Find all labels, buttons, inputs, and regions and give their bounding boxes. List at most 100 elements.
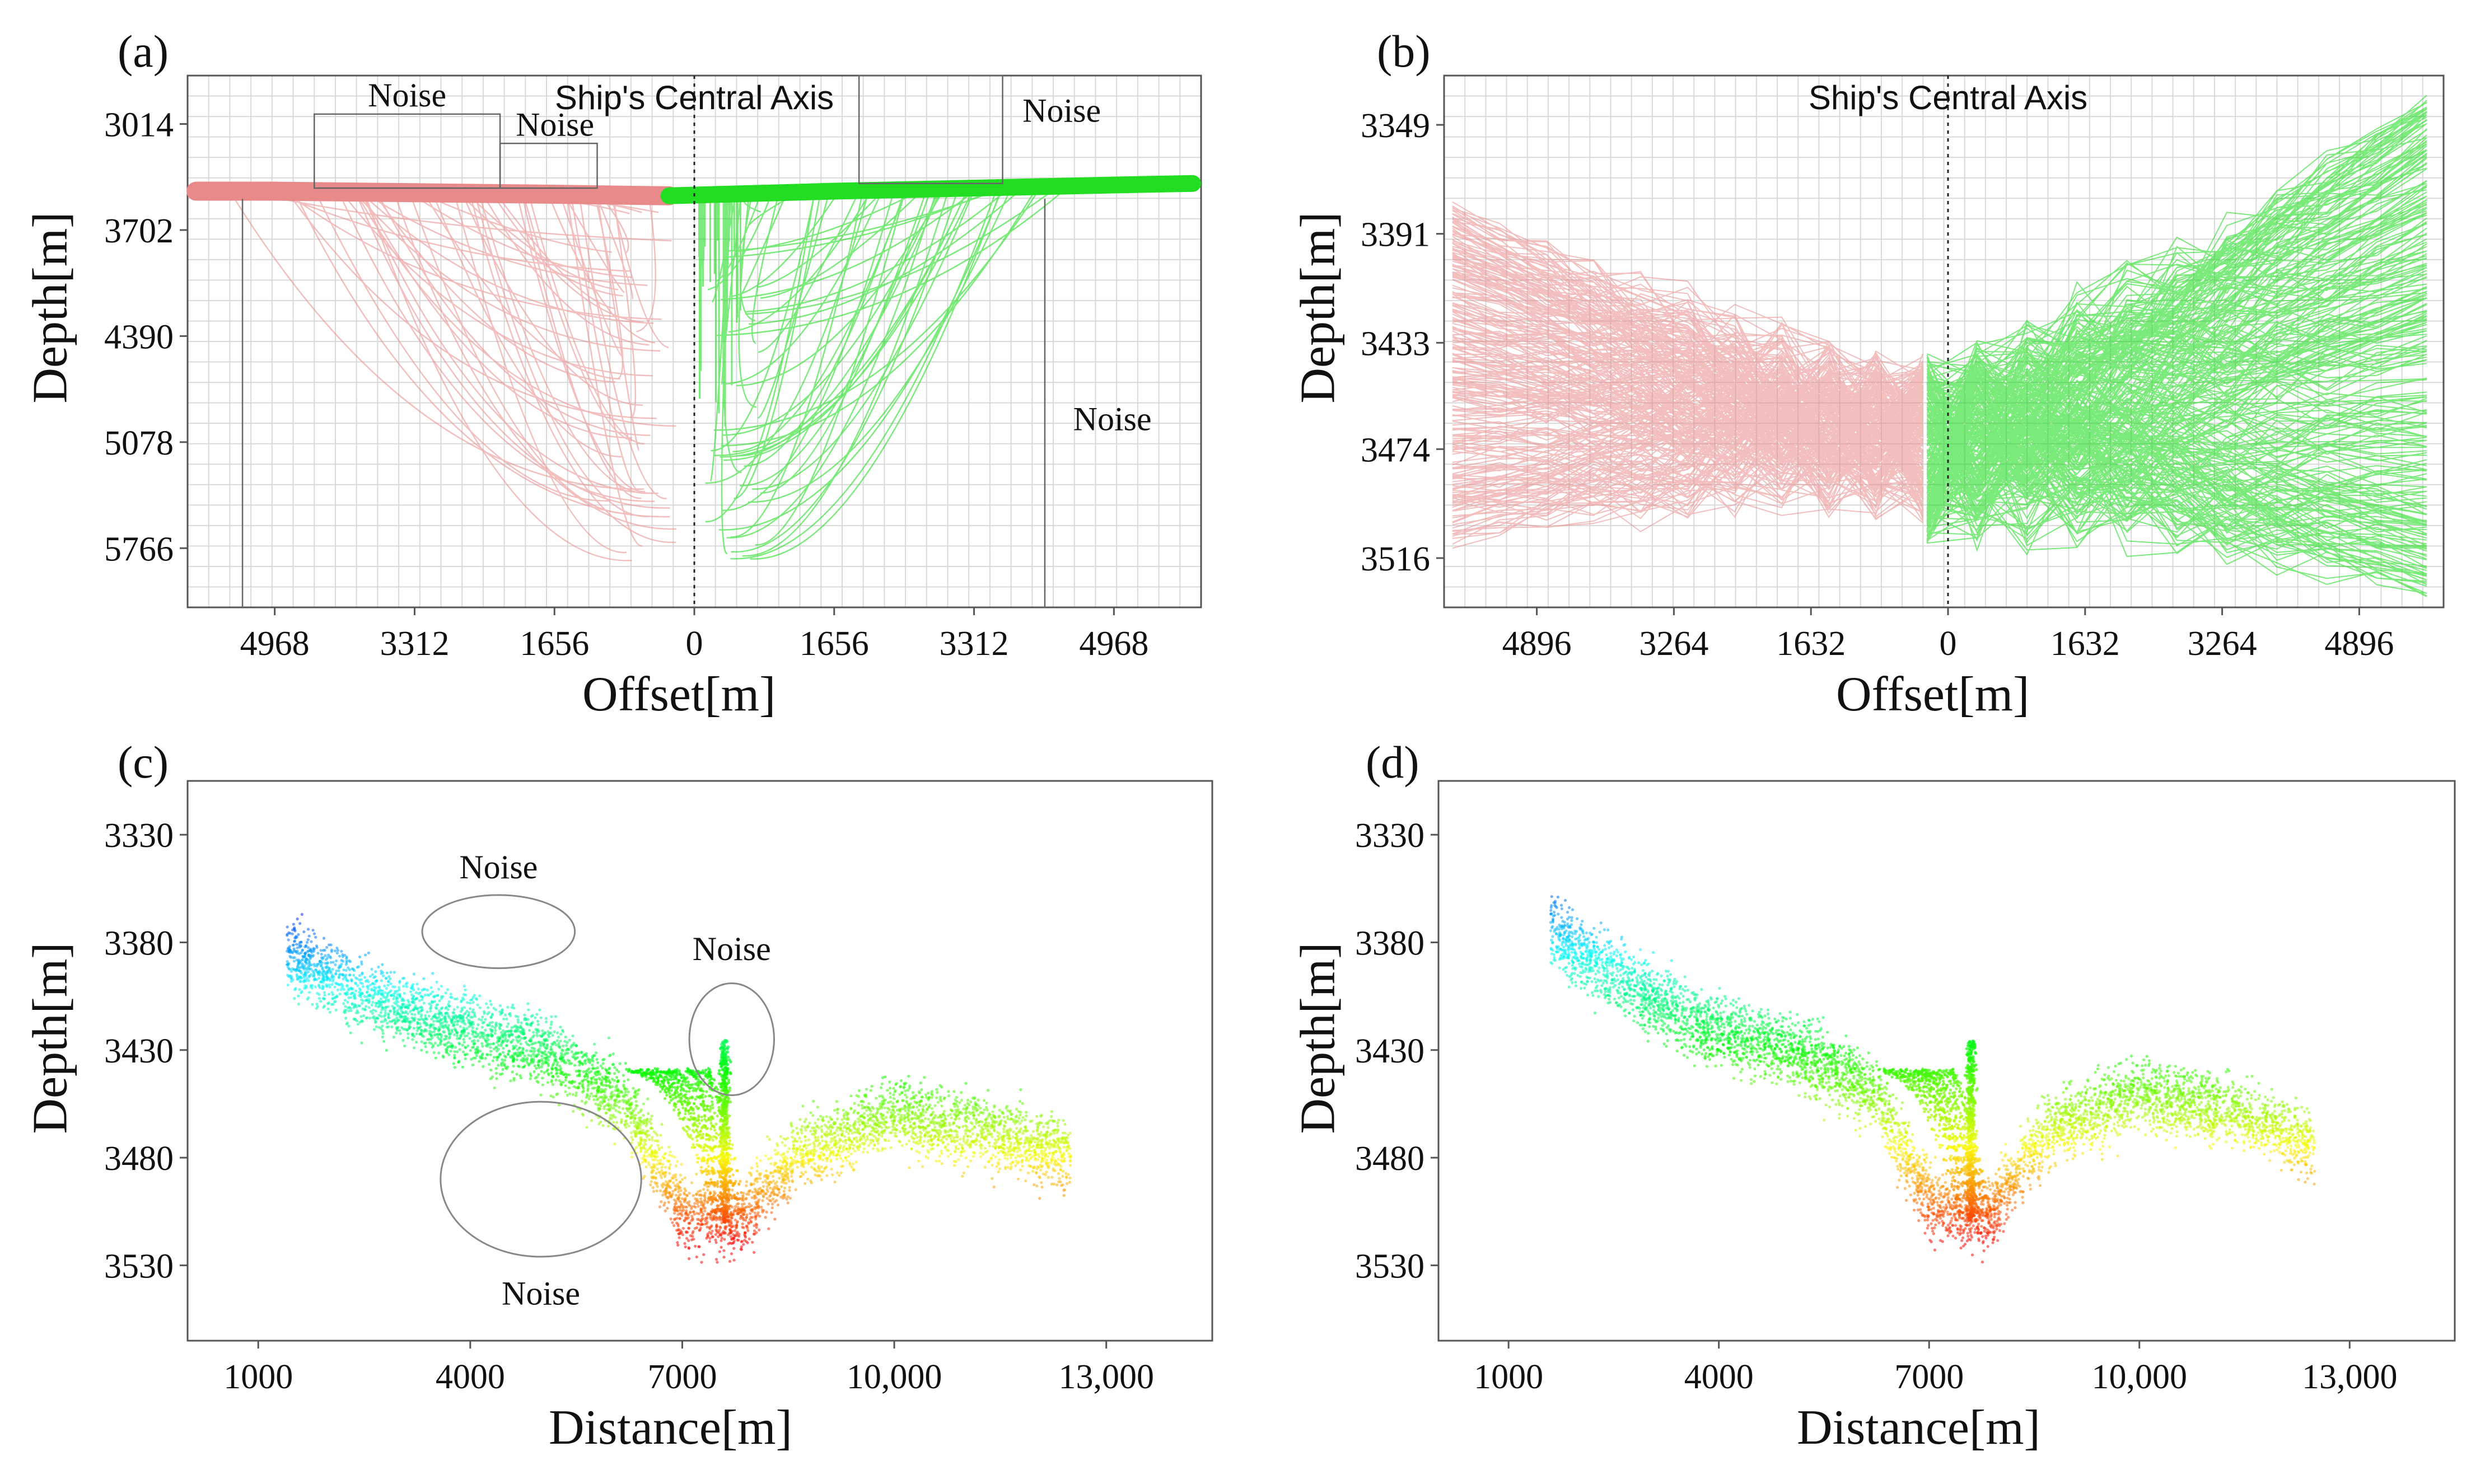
- sounding-point: [832, 1153, 835, 1157]
- sounding-point: [671, 1181, 675, 1185]
- sounding-point: [380, 972, 383, 975]
- sounding-point: [618, 1106, 621, 1109]
- sounding-point: [380, 979, 383, 982]
- y-tick-label: 3480: [104, 1140, 174, 1178]
- sounding-point: [389, 971, 393, 974]
- sounding-point: [519, 1042, 522, 1046]
- sounding-point: [1011, 1135, 1015, 1139]
- sounding-point: [779, 1135, 782, 1138]
- sounding-point: [421, 1008, 424, 1012]
- sounding-point: [742, 1191, 745, 1195]
- sounding-point: [1014, 1156, 1017, 1159]
- swath-trace: [594, 194, 624, 380]
- sounding-point: [509, 1079, 512, 1083]
- sounding-point: [344, 968, 348, 972]
- sounding-point: [474, 1032, 478, 1035]
- sounding-point: [778, 1191, 781, 1194]
- sounding-point: [555, 1063, 559, 1066]
- sounding-point: [697, 1212, 701, 1215]
- sounding-point: [836, 1107, 840, 1111]
- sounding-point: [627, 1124, 630, 1128]
- sounding-point: [644, 1165, 648, 1169]
- sounding-point: [518, 1039, 521, 1042]
- sounding-point: [595, 1098, 599, 1102]
- swath-trace: [1926, 419, 2427, 497]
- sounding-point: [362, 1014, 366, 1018]
- x-tick-label: 1000: [223, 1358, 293, 1396]
- sounding-point: [977, 1098, 980, 1102]
- sounding-point: [970, 1122, 974, 1125]
- sounding-point: [482, 1010, 486, 1013]
- sounding-point: [972, 1117, 975, 1120]
- swath-trace: [1452, 336, 1923, 494]
- sounding-point: [764, 1216, 767, 1219]
- swath-trace: [750, 186, 1003, 560]
- sounding-point: [347, 1009, 351, 1013]
- sounding-point: [659, 1159, 662, 1162]
- sounding-point: [809, 1130, 812, 1133]
- sounding-point: [983, 1165, 987, 1169]
- sounding-point: [410, 1033, 414, 1037]
- sounding-point: [581, 1112, 584, 1116]
- sounding-point: [755, 1226, 758, 1229]
- sounding-point: [384, 1018, 387, 1021]
- sounding-point: [578, 1064, 581, 1067]
- swath-trace: [721, 186, 980, 301]
- sounding-point: [442, 1038, 446, 1041]
- sounding-point: [316, 952, 320, 955]
- sounding-point: [543, 1071, 546, 1074]
- sounding-point: [988, 1144, 991, 1148]
- sounding-point: [433, 1041, 437, 1045]
- sounding-point: [965, 1107, 969, 1110]
- sounding-point: [796, 1131, 800, 1135]
- sounding-point: [1059, 1184, 1063, 1187]
- swath-trace: [1926, 180, 2427, 513]
- sounding-point: [922, 1140, 926, 1143]
- sounding-point: [922, 1129, 926, 1132]
- sounding-point: [980, 1135, 984, 1138]
- swath-trace: [722, 186, 896, 511]
- sounding-point: [482, 1065, 485, 1068]
- sounding-point: [1010, 1113, 1013, 1116]
- sounding-point: [917, 1159, 921, 1163]
- sounding-point: [459, 1000, 463, 1004]
- sounding-point: [855, 1128, 858, 1131]
- sounding-point: [1061, 1131, 1065, 1135]
- sounding-point: [1064, 1172, 1068, 1175]
- sounding-point: [376, 990, 380, 993]
- sounding-point: [782, 1178, 785, 1181]
- sounding-point: [328, 979, 331, 982]
- sounding-point: [1062, 1157, 1066, 1160]
- sounding-point: [872, 1147, 875, 1150]
- sounding-point: [857, 1117, 860, 1121]
- sounding-point: [679, 1173, 682, 1177]
- sounding-point: [611, 1078, 614, 1081]
- sounding-point: [415, 982, 419, 986]
- sounding-point: [613, 1071, 616, 1075]
- sounding-point: [352, 969, 356, 972]
- sounding-point: [311, 929, 315, 932]
- sounding-point: [609, 1054, 612, 1057]
- sounding-point: [960, 1090, 963, 1094]
- sounding-point: [930, 1096, 933, 1099]
- sounding-point: [991, 1177, 994, 1180]
- sounding-point: [371, 1000, 375, 1004]
- sounding-point: [298, 922, 302, 925]
- swath-trace: [1926, 404, 2427, 525]
- sounding-point: [978, 1140, 982, 1143]
- sounding-point: [805, 1146, 808, 1150]
- sounding-point: [646, 1148, 650, 1151]
- sounding-point: [987, 1141, 991, 1145]
- sounding-point: [622, 1085, 625, 1089]
- sounding-point: [488, 1021, 492, 1024]
- noise-box-1: [314, 113, 501, 189]
- sounding-point: [882, 1117, 886, 1121]
- sounding-point: [330, 1003, 333, 1006]
- sounding-point: [1021, 1164, 1024, 1168]
- sounding-point: [918, 1104, 922, 1107]
- swath-trace: [736, 186, 946, 387]
- sounding-point: [720, 1239, 723, 1242]
- sounding-point: [597, 1076, 601, 1080]
- sounding-point: [480, 1026, 484, 1029]
- swath-trace: [1452, 254, 1923, 408]
